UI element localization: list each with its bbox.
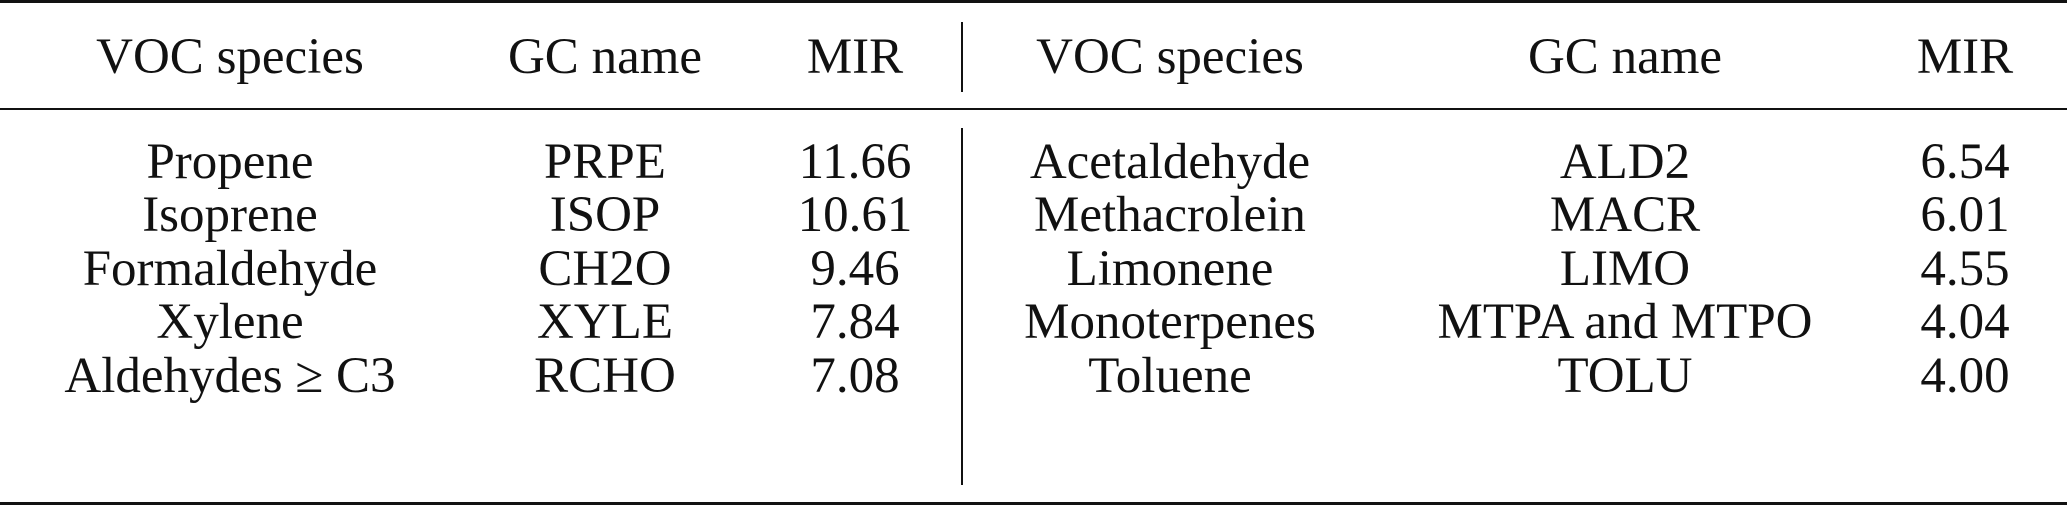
voc-species-cell: Xylene	[156, 294, 304, 350]
gc-name-cell: MACR	[1549, 187, 1701, 243]
voc-species-cell: Propene	[146, 134, 314, 190]
gc-name-cell: RCHO	[534, 348, 676, 404]
voc-species-cell: Acetaldehyde	[1029, 134, 1311, 190]
header-mir-2: MIR	[1916, 29, 2014, 85]
mir-cell: 10.61	[797, 187, 913, 243]
header-mir: MIR	[806, 29, 904, 85]
gc-name-cell: TOLU	[1557, 348, 1693, 404]
gc-name-cell: CH2O	[538, 241, 672, 297]
mir-cell: 6.54	[1920, 134, 2010, 190]
header-voc-species: VOC species	[96, 29, 364, 85]
gc-name-cell: ISOP	[549, 187, 661, 243]
gc-name-cell: LIMO	[1559, 241, 1691, 297]
gc-name-cell: ALD2	[1559, 134, 1691, 190]
mir-cell: 4.55	[1920, 241, 2010, 297]
gc-name-cell: MTPA and MTPO	[1437, 294, 1813, 350]
mir-cell: 4.04	[1920, 294, 2010, 350]
mir-cell: 4.00	[1920, 348, 2010, 404]
header-voc-species-2: VOC species	[1036, 29, 1304, 85]
voc-species-cell: Formaldehyde	[82, 241, 378, 297]
voc-species-cell: Toluene	[1088, 348, 1252, 404]
header-rule	[0, 108, 2067, 110]
voc-species-cell: Aldehydes ≥ C3	[64, 348, 396, 404]
header-gc-name: GC name	[507, 29, 703, 85]
voc-species-cell: Isoprene	[142, 187, 318, 243]
mir-cell: 9.46	[810, 241, 900, 297]
header-gc-name-2: GC name	[1527, 29, 1723, 85]
voc-species-cell: Monoterpenes	[1024, 294, 1316, 350]
gc-name-cell: XYLE	[537, 294, 673, 350]
mir-cell: 6.01	[1920, 187, 2010, 243]
mir-cell: 11.66	[798, 134, 912, 190]
column-separator-header	[961, 22, 963, 92]
voc-species-cell: Methacrolein	[1034, 187, 1306, 243]
bottom-rule	[0, 502, 2067, 505]
mir-cell: 7.08	[810, 348, 900, 404]
mir-cell: 7.84	[810, 294, 900, 350]
top-rule	[0, 0, 2067, 3]
column-separator-body	[961, 128, 963, 485]
gc-name-cell: PRPE	[544, 134, 666, 190]
voc-species-cell: Limonene	[1066, 241, 1274, 297]
